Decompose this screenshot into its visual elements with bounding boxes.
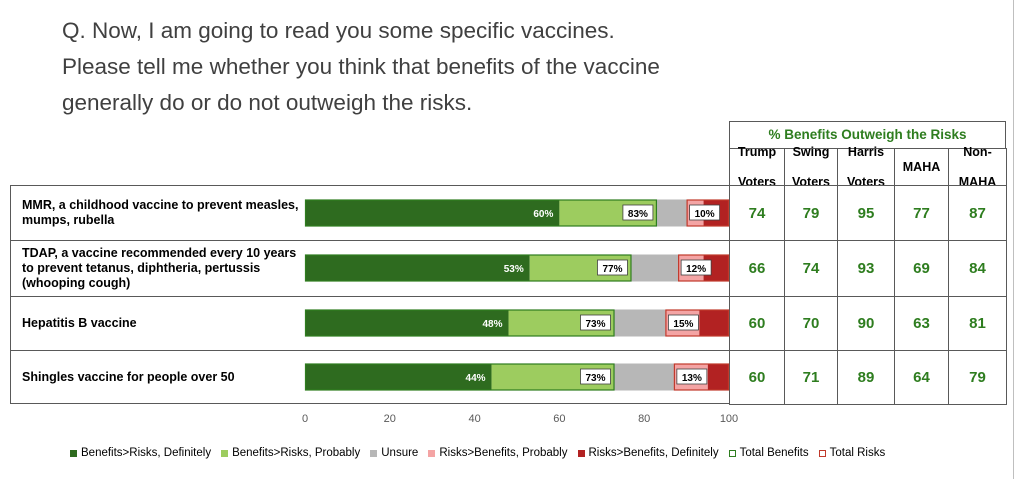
legend-swatch	[818, 449, 826, 457]
legend-swatch	[577, 449, 585, 457]
row-separator	[10, 296, 730, 297]
legend-label: Risks>Benefits, Probably	[439, 447, 568, 459]
table-cell: 60	[729, 350, 785, 405]
row-label-cell: MMR, a childhood vaccine to prevent meas…	[10, 186, 304, 240]
table-cell: 95	[837, 185, 895, 241]
table-column-header-text: Harris	[847, 144, 885, 159]
legend-swatch	[370, 449, 378, 457]
row-label-cell: TDAP, a vaccine recommended every 10 yea…	[10, 240, 304, 296]
legend-item: Unsure	[370, 447, 418, 459]
table-cell: 66	[729, 240, 785, 297]
table-cell: 60	[729, 296, 785, 351]
table-column-header-text: Swing	[792, 144, 830, 159]
question-line-2: Please tell me whether you think that be…	[62, 54, 660, 79]
chart-legend: Benefits>Risks, Definitely Benefits>Risks…	[70, 447, 895, 459]
question-line-1: Q. Now, I am going to read you some spec…	[62, 18, 615, 43]
legend-item: Total Benefits	[728, 447, 809, 459]
legend-swatch	[428, 449, 436, 457]
legend-item: Total Risks	[818, 447, 886, 459]
row-label: Hepatitis B vaccine	[22, 315, 137, 330]
row-label: TDAP, a vaccine recommended every 10 yea…	[22, 245, 297, 290]
table-column-header: Harris Voters	[837, 144, 895, 189]
table-column-header: Non- MAHA	[948, 144, 1007, 189]
legend-label: Total Risks	[829, 447, 886, 459]
table-cell: 79	[784, 185, 838, 241]
table-column-header-text: Trump	[737, 144, 777, 159]
row-label-cell: Shingles vaccine for people over 50	[10, 350, 304, 404]
table-cell: 79	[948, 350, 1007, 405]
legend-item: Benefits>Risks, Probably	[221, 447, 360, 459]
legend-swatch	[70, 449, 77, 457]
table-cell: 81	[948, 296, 1007, 351]
table-cell: 74	[729, 185, 785, 241]
question-text: Q. Now, I am going to read you some spec…	[62, 13, 782, 121]
row-separator	[10, 350, 730, 351]
legend-label: Benefits>Risks, Probably	[232, 447, 361, 459]
legend-item: Risks>Benefits, Definitely	[577, 447, 719, 459]
legend-label: Benefits>Risks, Definitely	[81, 447, 212, 459]
row-label-cell: Hepatitis B vaccine	[10, 296, 304, 350]
row-separator	[10, 240, 730, 241]
table-cell: 71	[784, 350, 838, 405]
legend-item: Risks>Benefits, Probably	[428, 447, 568, 459]
table-cell: 74	[784, 240, 838, 297]
legend-label: Total Benefits	[739, 447, 809, 459]
legend-swatch	[221, 449, 229, 457]
table-cell: 93	[837, 240, 895, 297]
table-column-header-text: MAHA	[902, 159, 941, 174]
legend-item: Benefits>Risks, Definitely	[70, 447, 211, 459]
table-cell: 84	[948, 240, 1007, 297]
row-label: Shingles vaccine for people over 50	[22, 369, 235, 384]
question-line-3: generally do or do not outweigh the risk…	[62, 90, 473, 115]
table-cell: 63	[894, 296, 949, 351]
row-label: MMR, a childhood vaccine to prevent meas…	[22, 198, 299, 227]
table-cell: 70	[784, 296, 838, 351]
table-cell: 87	[948, 185, 1007, 241]
table-column-header-text: Non-	[963, 144, 992, 159]
table-cell: 89	[837, 350, 895, 405]
chart-panel	[10, 185, 730, 404]
table-column-header: Swing Voters	[784, 144, 838, 189]
table-column-header: MAHA	[894, 148, 949, 186]
table-cell: 90	[837, 296, 895, 351]
legend-label: Unsure	[381, 447, 419, 459]
table-cell: 77	[894, 185, 949, 241]
table-cell: 64	[894, 350, 949, 405]
table-cell: 69	[894, 240, 949, 297]
legend-swatch	[728, 449, 736, 457]
legend-label: Risks>Benefits, Definitely	[588, 447, 719, 459]
table-column-header: Trump Voters	[729, 144, 785, 189]
